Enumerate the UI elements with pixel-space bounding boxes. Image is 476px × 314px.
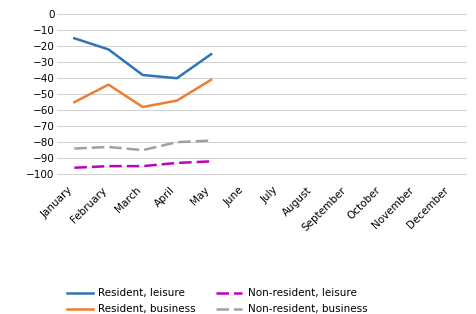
Legend: Resident, leisure, Resident, business, Non-resident, leisure, Non-resident, busi: Resident, leisure, Resident, business, N… (62, 284, 371, 314)
